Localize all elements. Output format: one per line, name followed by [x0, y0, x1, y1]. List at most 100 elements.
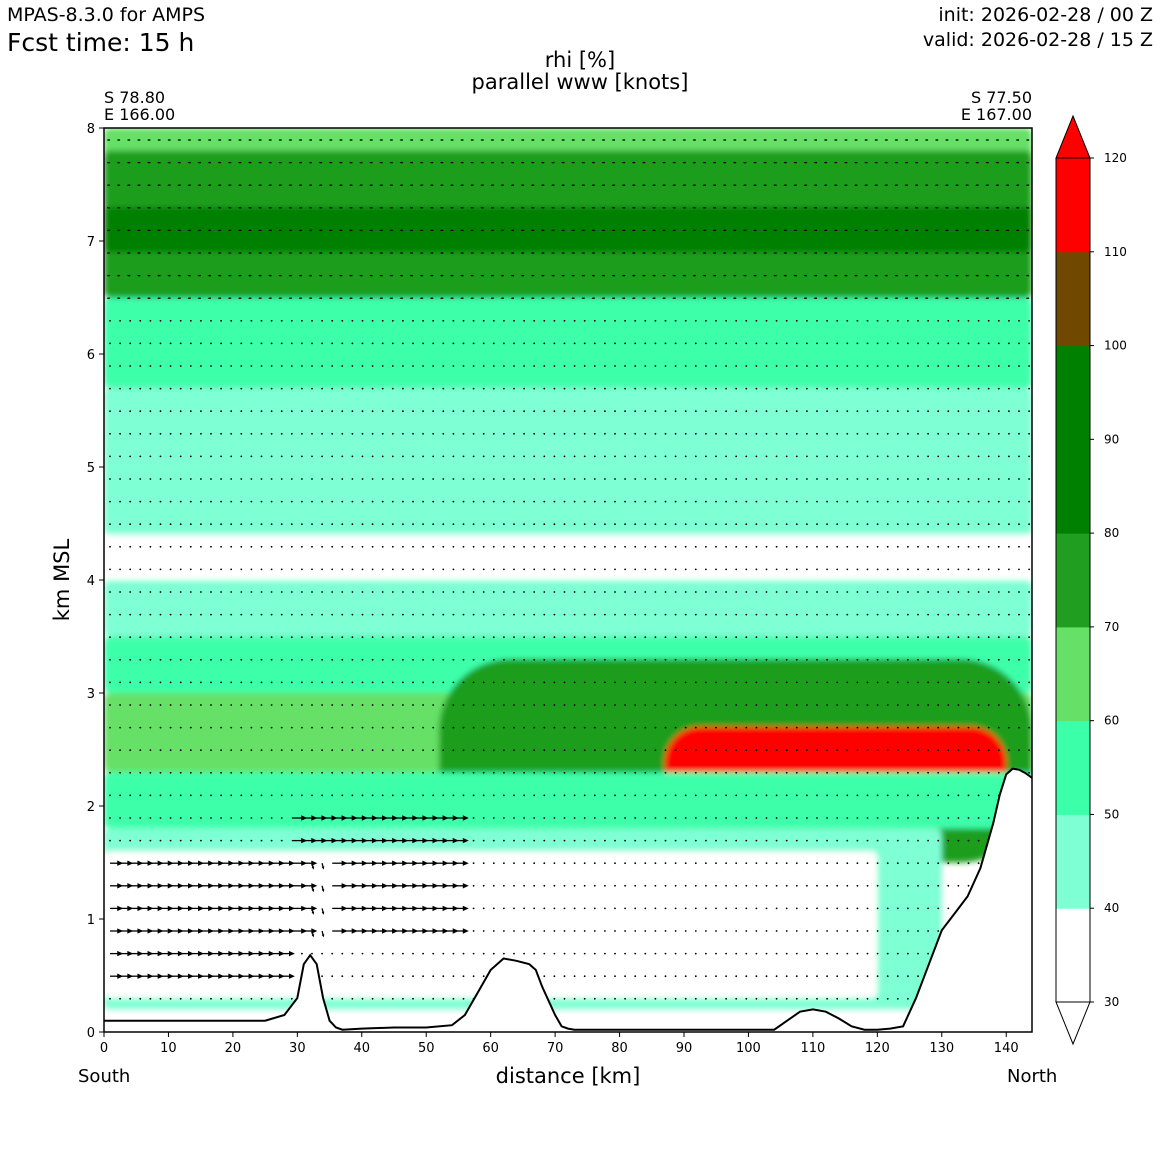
wind-vector	[715, 771, 717, 774]
wind-vector	[412, 681, 414, 684]
wind-vector	[957, 523, 960, 526]
wind-vector	[503, 455, 505, 458]
wind-vector	[785, 523, 788, 526]
wind-vector	[503, 704, 505, 706]
wind-vector	[846, 568, 849, 571]
wind-vector	[563, 930, 566, 932]
wind-vector	[593, 975, 596, 978]
wind-vector	[593, 523, 596, 526]
wind-vector	[886, 613, 889, 616]
wind-vector	[523, 930, 525, 932]
wind-vector	[311, 658, 313, 661]
valid-time: valid: 2026-02-28 / 15 Z	[922, 29, 1153, 51]
wind-vector	[240, 319, 243, 322]
wind-vector	[967, 319, 970, 322]
wind-vector	[977, 478, 980, 480]
wind-vector	[604, 432, 606, 435]
wind-vector	[955, 229, 959, 232]
wind-vector	[422, 410, 424, 413]
wind-vector	[462, 613, 465, 616]
wind-vector	[563, 658, 566, 661]
wind-vector	[846, 952, 849, 955]
wind-vector	[399, 184, 403, 186]
wind-vector	[674, 591, 677, 593]
wind-vector	[129, 410, 132, 413]
wind-vector	[510, 161, 514, 164]
wind-vector	[500, 207, 504, 209]
wind-vector	[593, 749, 596, 752]
wind-vector	[318, 274, 323, 277]
wind-vector	[775, 884, 778, 887]
wind-vector	[278, 297, 282, 299]
wind-vector	[422, 568, 424, 571]
wind-vector	[200, 658, 202, 661]
wind-vector	[553, 952, 556, 955]
wind-vector	[745, 591, 748, 593]
wind-vector	[250, 681, 253, 684]
wind-vector	[846, 862, 849, 865]
wind-vector	[763, 297, 767, 299]
wind-vector	[977, 681, 980, 684]
wind-vector	[280, 342, 283, 345]
rhi-region-50-60	[104, 772, 1032, 829]
wind-vector	[765, 862, 768, 865]
wind-vector	[694, 410, 697, 413]
wind-vector	[773, 297, 777, 299]
wind-vector	[967, 771, 970, 774]
wind-vector	[472, 342, 475, 345]
wind-vector	[755, 726, 758, 729]
wind-vector	[270, 613, 273, 616]
wind-vector	[854, 161, 858, 164]
x-tick-label: 60	[482, 1041, 499, 1056]
wind-vector	[533, 613, 536, 616]
wind-vector	[220, 839, 223, 842]
wind-vector	[422, 432, 424, 435]
wind-vector	[220, 591, 223, 593]
wind-vector	[197, 229, 201, 232]
wind-vector	[775, 749, 778, 752]
wind-vector	[553, 568, 556, 571]
wind-vector	[654, 862, 657, 865]
wind-vector	[965, 161, 969, 164]
wind-vector	[957, 636, 960, 639]
wind-vector	[755, 365, 758, 367]
wind-vector	[1028, 478, 1030, 480]
wind-vector	[894, 274, 898, 277]
wind-vector	[795, 817, 798, 819]
wind-vector	[806, 930, 808, 932]
wind-vector	[129, 365, 132, 367]
wind-vector	[593, 319, 596, 322]
wind-vector	[563, 545, 566, 548]
wind-vector	[826, 342, 828, 345]
x-tick-label: 70	[547, 1041, 564, 1056]
wind-vector	[866, 839, 869, 842]
wind-vector	[210, 410, 212, 413]
wind-vector	[513, 794, 515, 797]
wind-vector	[775, 523, 778, 526]
wind-vector	[513, 636, 515, 639]
wind-vector	[230, 726, 233, 729]
wind-vector	[250, 636, 253, 639]
wind-vector	[823, 139, 828, 141]
wind-vector	[280, 704, 283, 706]
wind-vector	[149, 365, 152, 367]
wind-vector	[654, 839, 657, 842]
wind-vector	[523, 613, 525, 616]
wind-vector	[601, 229, 605, 232]
wind-vector	[705, 884, 707, 887]
wind-vector	[735, 478, 738, 480]
wind-vector	[290, 545, 293, 548]
end-coordinate: S 77.50 E 167.00	[961, 89, 1032, 123]
wind-vector	[278, 252, 282, 254]
wind-vector	[644, 613, 647, 616]
wind-vector	[288, 297, 292, 299]
wind-vector	[937, 387, 940, 390]
wind-vector	[260, 726, 263, 729]
wind-vector	[995, 297, 999, 299]
wind-vector	[452, 975, 455, 978]
wind-vector	[662, 139, 666, 141]
wind-vector	[634, 500, 637, 503]
wind-vector	[806, 749, 808, 752]
wind-vector	[937, 771, 940, 774]
south-direction-label: South	[78, 1066, 131, 1087]
